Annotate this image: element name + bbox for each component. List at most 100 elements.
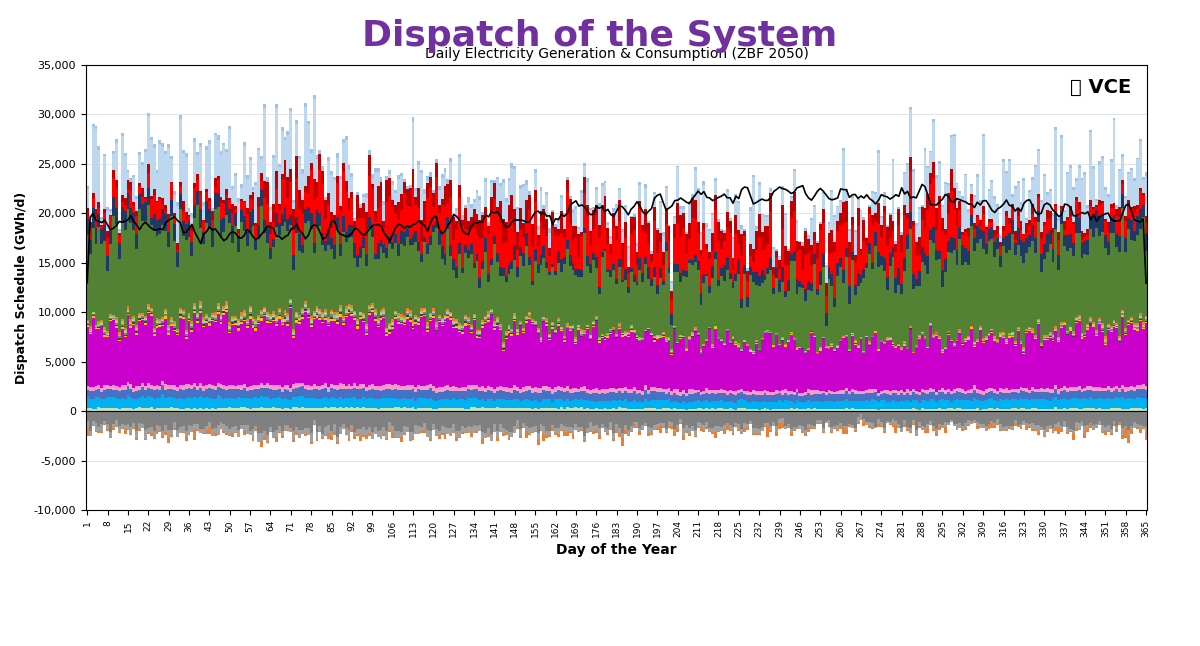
Bar [796, 253, 798, 280]
Bar [293, 397, 295, 408]
Bar [836, 401, 839, 410]
Bar [892, 220, 894, 231]
Bar [565, 191, 569, 240]
Bar [1084, 175, 1086, 233]
Bar [269, 222, 272, 234]
Bar [929, 323, 932, 324]
Bar [1025, 426, 1028, 430]
Bar [1037, 194, 1040, 198]
Bar [1141, 196, 1145, 205]
Bar [577, 327, 581, 328]
Bar [430, 398, 432, 408]
Bar [202, 430, 205, 433]
Bar [522, 187, 526, 223]
Bar [430, 384, 432, 388]
Bar [493, 424, 496, 432]
Bar [152, 331, 156, 332]
Bar [557, 251, 560, 264]
Bar [914, 435, 918, 436]
Bar [132, 320, 136, 322]
Bar [720, 412, 722, 427]
Bar [205, 223, 208, 314]
Bar [929, 240, 932, 323]
Bar [1086, 386, 1090, 390]
Bar [1080, 339, 1084, 389]
Bar [728, 342, 732, 343]
Bar [1031, 178, 1034, 180]
Bar [1034, 430, 1037, 431]
Bar [661, 427, 665, 428]
Bar [545, 318, 548, 321]
Bar [894, 390, 898, 393]
Bar [836, 348, 839, 391]
Bar [322, 320, 324, 322]
Bar [205, 430, 208, 434]
Bar [438, 435, 440, 439]
Bar [787, 249, 790, 251]
Bar [912, 226, 914, 274]
Bar [528, 408, 530, 412]
Bar [661, 232, 665, 236]
Bar [1133, 325, 1136, 326]
Bar [313, 244, 316, 253]
Bar [688, 409, 691, 412]
Bar [863, 269, 865, 278]
Bar [761, 251, 763, 269]
Bar [1010, 220, 1014, 234]
Bar [1121, 194, 1124, 208]
Bar [1061, 412, 1063, 426]
Bar [505, 430, 508, 432]
Bar [830, 343, 833, 344]
Bar [569, 401, 571, 408]
Bar [781, 186, 784, 190]
Bar [528, 210, 530, 257]
Bar [121, 386, 124, 390]
Bar [734, 423, 737, 425]
Bar [536, 409, 540, 412]
Bar [557, 218, 560, 222]
Bar [516, 399, 520, 408]
Bar [990, 421, 994, 423]
Bar [1100, 412, 1104, 425]
Bar [473, 318, 475, 319]
Bar [232, 324, 234, 325]
Bar [248, 316, 252, 318]
Bar [391, 399, 394, 408]
Bar [1025, 333, 1028, 388]
Bar [647, 390, 650, 394]
Bar [1040, 427, 1043, 429]
Bar [737, 390, 740, 393]
Bar [641, 282, 644, 338]
Bar [173, 412, 176, 422]
Bar [636, 265, 638, 282]
Bar [804, 409, 808, 412]
Bar [871, 423, 874, 427]
Bar [610, 277, 612, 329]
Bar [121, 207, 124, 224]
Bar [592, 253, 595, 260]
Bar [851, 334, 853, 335]
Bar [138, 386, 142, 390]
Bar [790, 412, 793, 429]
Bar [955, 342, 959, 388]
Bar [630, 412, 632, 426]
Bar [426, 183, 430, 198]
Bar [124, 425, 126, 429]
Bar [994, 237, 996, 242]
Bar [979, 239, 982, 326]
Bar [220, 412, 222, 422]
Bar [304, 311, 307, 312]
Bar [499, 386, 502, 390]
Bar [926, 424, 929, 428]
Bar [121, 321, 124, 323]
Bar [481, 328, 485, 386]
Bar [1112, 399, 1116, 408]
Bar [252, 324, 254, 325]
Bar [1130, 320, 1133, 322]
Bar [970, 215, 973, 226]
Bar [661, 252, 665, 266]
Bar [581, 336, 583, 337]
Bar [694, 262, 697, 328]
Bar [356, 407, 359, 412]
Bar [828, 420, 830, 425]
